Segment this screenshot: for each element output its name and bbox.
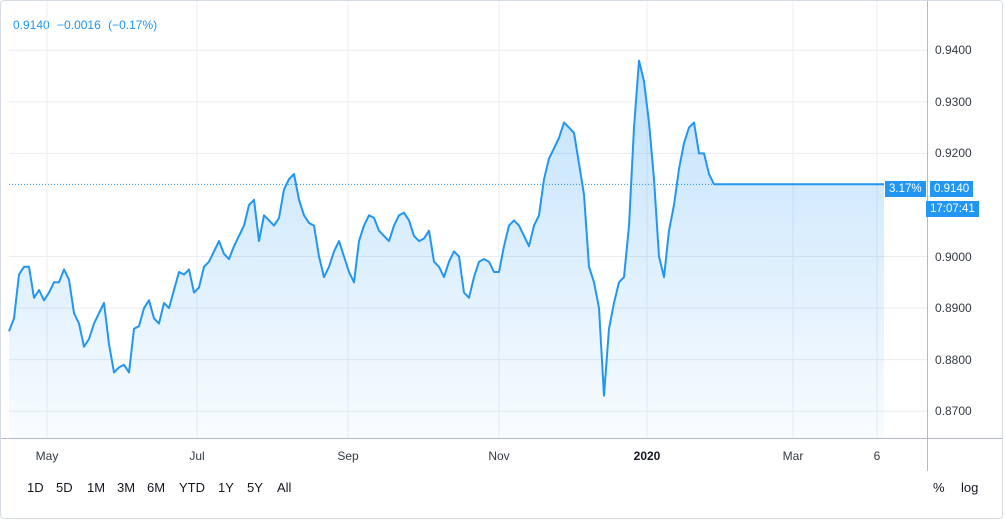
- x-tick-label: Jul: [189, 449, 205, 463]
- y-tick-label: 0.9400: [935, 43, 972, 58]
- price-chart[interactable]: [1, 1, 1003, 471]
- y-tick-label: 0.8700: [935, 404, 972, 419]
- range-button-3m[interactable]: 3M: [117, 480, 136, 495]
- range-button-6m[interactable]: 6M: [147, 480, 166, 495]
- legend-change-pct: (−0.17%): [108, 18, 158, 32]
- x-tick-label: May: [35, 449, 59, 463]
- range-button-ytd[interactable]: YTD: [179, 480, 205, 495]
- x-tick-label: 2020: [633, 449, 661, 463]
- x-tick-label: Sep: [337, 449, 359, 463]
- countdown-tag: 17:07:41: [926, 201, 979, 217]
- y-tick-label: 0.9000: [935, 249, 972, 264]
- range-button-1d[interactable]: 1D: [27, 480, 44, 495]
- percent-change-tag: 3.17%: [885, 181, 926, 197]
- legend-price: 0.9140: [13, 18, 50, 32]
- range-button-1m[interactable]: 1M: [87, 480, 106, 495]
- legend-change: −0.0016: [57, 18, 101, 32]
- x-tick-label: Nov: [488, 449, 510, 463]
- x-tick-label: Mar: [782, 449, 804, 463]
- price-legend: 0.9140 −0.0016 (−0.17%): [13, 18, 161, 32]
- range-toolbar: 1D 5D 1M 3M 6M YTD 1Y 5Y All% log: [1, 471, 1002, 505]
- price-area: [9, 60, 884, 438]
- x-tick-label: 6: [873, 449, 881, 463]
- range-button-5y[interactable]: 5Y: [247, 480, 263, 495]
- range-button-all[interactable]: All: [277, 480, 292, 495]
- percent-scale-button[interactable]: %: [933, 480, 945, 495]
- log-scale-button[interactable]: log: [961, 480, 979, 495]
- y-tick-label: 0.8900: [935, 301, 972, 316]
- y-tick-label: 0.9200: [935, 146, 972, 161]
- range-button-5d[interactable]: 5D: [56, 480, 73, 495]
- y-tick-label: 0.8800: [935, 352, 972, 367]
- range-button-1y[interactable]: 1Y: [218, 480, 234, 495]
- current-price-tag: 0.9140: [930, 181, 974, 197]
- y-tick-label: 0.9300: [935, 94, 972, 109]
